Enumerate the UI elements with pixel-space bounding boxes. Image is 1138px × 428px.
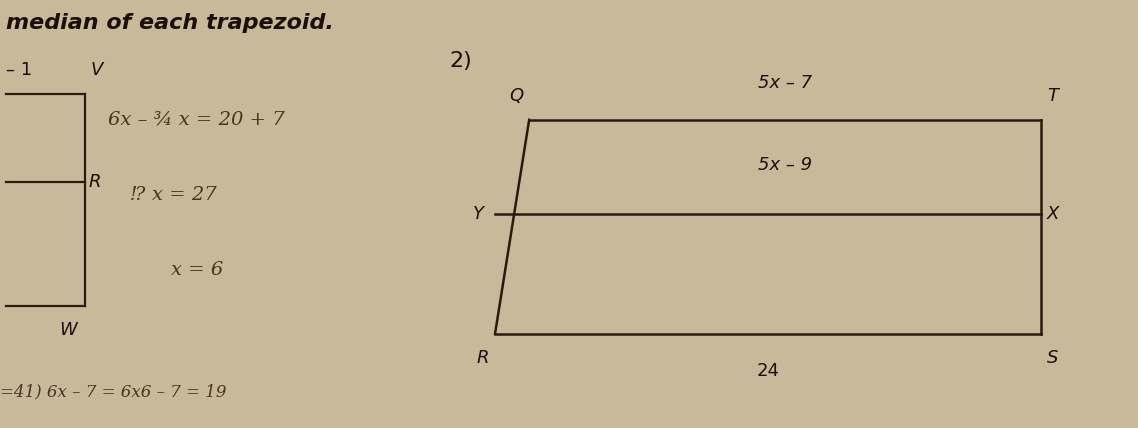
Text: V: V <box>91 61 104 79</box>
Text: ⁉ x = 27: ⁉ x = 27 <box>131 186 216 204</box>
Text: Y: Y <box>472 205 484 223</box>
Text: W: W <box>59 321 77 339</box>
Text: – 1: – 1 <box>6 61 32 79</box>
Text: 6x – ¾ x = 20 + 7: 6x – ¾ x = 20 + 7 <box>108 111 284 129</box>
Text: median of each trapezoid.: median of each trapezoid. <box>6 13 333 33</box>
Text: 24: 24 <box>757 362 780 380</box>
Text: =41) 6x – 7 = 6x6 – 7 = 19: =41) 6x – 7 = 6x6 – 7 = 19 <box>0 383 226 400</box>
Text: R: R <box>477 349 489 367</box>
Text: S: S <box>1047 349 1058 367</box>
Text: 5x – 7: 5x – 7 <box>758 74 813 92</box>
Text: Q: Q <box>510 87 523 105</box>
Text: R: R <box>89 173 101 191</box>
Text: x = 6: x = 6 <box>171 261 223 279</box>
Text: X: X <box>1047 205 1059 223</box>
Text: 2): 2) <box>450 51 472 71</box>
Text: 5x – 9: 5x – 9 <box>758 156 813 174</box>
Text: T: T <box>1047 87 1058 105</box>
